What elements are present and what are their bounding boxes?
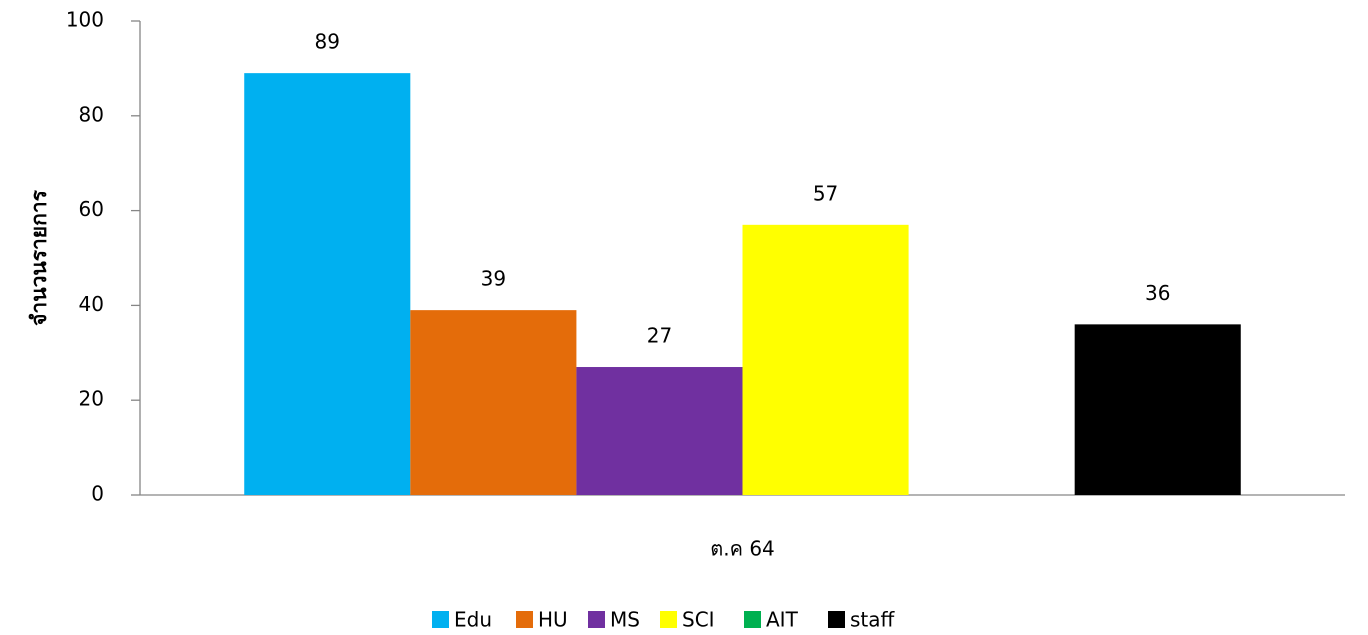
- legend-label: HU: [538, 608, 568, 632]
- legend-swatch: [660, 611, 677, 628]
- x-tick-label: ต.ค 64: [710, 537, 775, 561]
- bar: [244, 73, 411, 495]
- y-tick-label: 40: [79, 292, 104, 316]
- data-label: 89: [315, 30, 340, 54]
- bar: [576, 367, 743, 495]
- bar: [1074, 324, 1241, 495]
- data-label: 39: [481, 267, 506, 291]
- legend-swatch: [588, 611, 605, 628]
- legend-swatch: [744, 611, 761, 628]
- bar: [410, 310, 577, 495]
- y-axis-label: จำนวนรายการ: [27, 189, 51, 325]
- data-label: 36: [1145, 281, 1170, 305]
- legend-swatch: [828, 611, 845, 628]
- legend-label: MS: [610, 608, 640, 632]
- y-tick-label: 80: [79, 102, 104, 126]
- legend-label: Edu: [454, 608, 492, 632]
- y-tick-label: 20: [79, 387, 104, 411]
- data-label: 57: [813, 181, 838, 205]
- data-label: 27: [647, 324, 672, 348]
- bar: [742, 224, 909, 495]
- legend-swatch: [516, 611, 533, 628]
- y-tick-label: 0: [91, 482, 104, 506]
- legend-label: SCI: [682, 608, 715, 632]
- legend-label: AIT: [766, 608, 799, 632]
- legend-swatch: [432, 611, 449, 628]
- y-tick-label: 60: [79, 197, 104, 221]
- y-tick-label: 100: [66, 8, 104, 32]
- legend-label: staff: [850, 608, 896, 632]
